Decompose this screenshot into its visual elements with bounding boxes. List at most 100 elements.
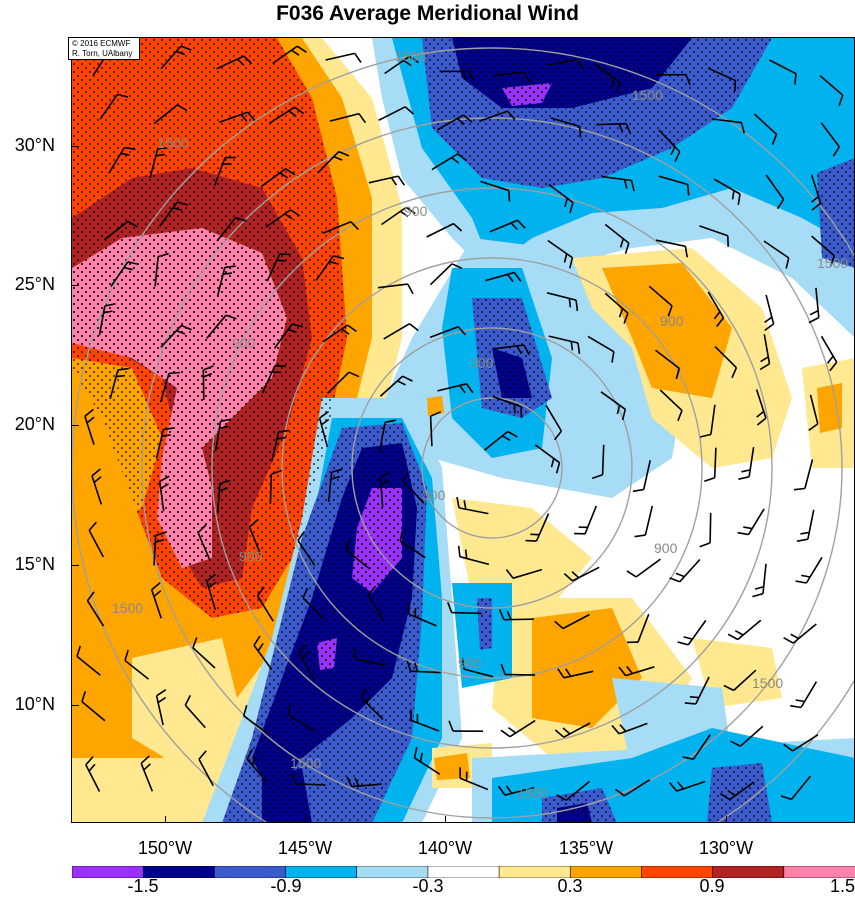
wind-barb — [346, 776, 382, 788]
wind-barb — [272, 45, 307, 65]
significance-stipple — [817, 158, 855, 268]
colorbar — [72, 866, 855, 878]
wind-barb — [656, 73, 691, 86]
wind-barb — [811, 235, 836, 267]
wind-barb — [85, 756, 101, 792]
distance-ring — [351, 327, 633, 609]
colorbar-label-neg0.9: -0.9 — [270, 876, 302, 896]
wind-barb — [246, 749, 268, 783]
wind-barb — [253, 635, 273, 670]
colorbar-label-0.9: 0.9 — [699, 876, 725, 896]
colorbar-label-1.5: 1.5 — [829, 876, 855, 896]
wind-barb — [439, 70, 475, 82]
wind-barb — [707, 67, 737, 92]
wind-barb — [648, 285, 673, 317]
wind-barb — [492, 395, 523, 418]
wind-barb — [291, 773, 326, 786]
wind-barb — [206, 314, 237, 339]
wind-barb — [260, 168, 296, 188]
wind-barb — [659, 389, 683, 422]
wind-barb — [456, 496, 489, 515]
wind-barb — [367, 585, 385, 622]
wind-barb — [302, 587, 325, 620]
ring-label-c1500: 1500 — [632, 87, 663, 103]
wind-barb — [601, 175, 635, 192]
wind-barb — [759, 334, 771, 371]
wind-barb — [325, 52, 362, 63]
wind-barb — [494, 71, 531, 83]
wind-barb — [723, 669, 757, 692]
lon-tick — [305, 816, 306, 823]
lat-tick — [72, 565, 79, 566]
wind-barb — [256, 586, 274, 622]
wind-barb — [109, 367, 129, 400]
distance-ring — [72, 47, 855, 823]
wind-barb — [494, 344, 530, 355]
wind-barb — [783, 623, 817, 644]
wind-barb — [796, 509, 815, 542]
wind-barb — [353, 648, 386, 667]
wind-barb — [297, 531, 316, 566]
wind-barb — [322, 324, 357, 343]
wind-barb — [217, 479, 231, 514]
wind-barb — [269, 469, 282, 505]
wind-barb — [820, 335, 838, 372]
wind-barb — [591, 444, 605, 480]
wind-barb — [406, 660, 441, 674]
wind-barb — [548, 335, 581, 355]
wind-barb — [160, 45, 192, 70]
wind-barb — [381, 206, 416, 226]
wind-barb — [780, 775, 812, 801]
ring-label-c1500: 1500 — [817, 255, 848, 271]
wind-barb — [554, 722, 591, 738]
credit-box: © 2016 ECMWF R. Torn, UAlbany — [68, 37, 140, 60]
wind-barb — [545, 404, 563, 441]
wind-barb — [184, 695, 206, 729]
significance-stipple — [262, 768, 312, 823]
wind-barb — [110, 261, 139, 288]
distance-ring — [211, 187, 773, 749]
wind-barb — [489, 219, 526, 233]
wind-barb — [160, 324, 192, 348]
distance-ring — [421, 397, 563, 539]
wind-barb — [429, 411, 442, 447]
wind-barb — [808, 394, 819, 431]
map-title: F036 Average Meridional Wind — [276, 2, 579, 25]
wind-barb — [753, 113, 778, 145]
wind-barb — [730, 725, 764, 747]
wind-barb — [86, 591, 105, 627]
wind-barb — [547, 59, 584, 70]
ring-label-c900: 900 — [232, 335, 256, 351]
wind-barb — [99, 93, 129, 120]
wind-barb — [345, 539, 371, 570]
wind-barb — [317, 150, 350, 174]
wind-barb — [634, 505, 654, 538]
wind-barb — [684, 676, 710, 705]
wind-barb — [534, 444, 561, 474]
wind-barb — [479, 110, 516, 123]
wind-barb — [206, 573, 217, 611]
wind-barb — [377, 283, 414, 295]
wind-barb — [714, 346, 738, 379]
wind-barb — [155, 427, 175, 459]
colorbar-label-neg0.3: -0.3 — [412, 876, 444, 896]
wind-barb — [192, 637, 216, 669]
wind-barb — [763, 240, 790, 269]
wind-barb — [769, 59, 797, 85]
ring-label-c1500: 1500 — [752, 675, 783, 691]
wind-barb — [383, 323, 419, 340]
wind-barb — [216, 55, 253, 70]
ring-label-c1500: 1500 — [112, 600, 143, 616]
wind-barb — [448, 720, 484, 733]
wind-barb — [150, 582, 162, 619]
wind-barb — [413, 746, 441, 775]
wind-barb — [604, 223, 630, 254]
wind-barb — [704, 447, 717, 483]
wind-barb — [242, 704, 269, 735]
wind-barb — [604, 292, 629, 324]
ring-label-c1500: 1500 — [290, 755, 321, 771]
lat-tick — [72, 425, 79, 426]
wind-barb — [500, 719, 536, 738]
lat-label-25n: 25°N — [14, 274, 55, 294]
credit-line-2: R. Torn, UAlbany — [72, 49, 133, 58]
